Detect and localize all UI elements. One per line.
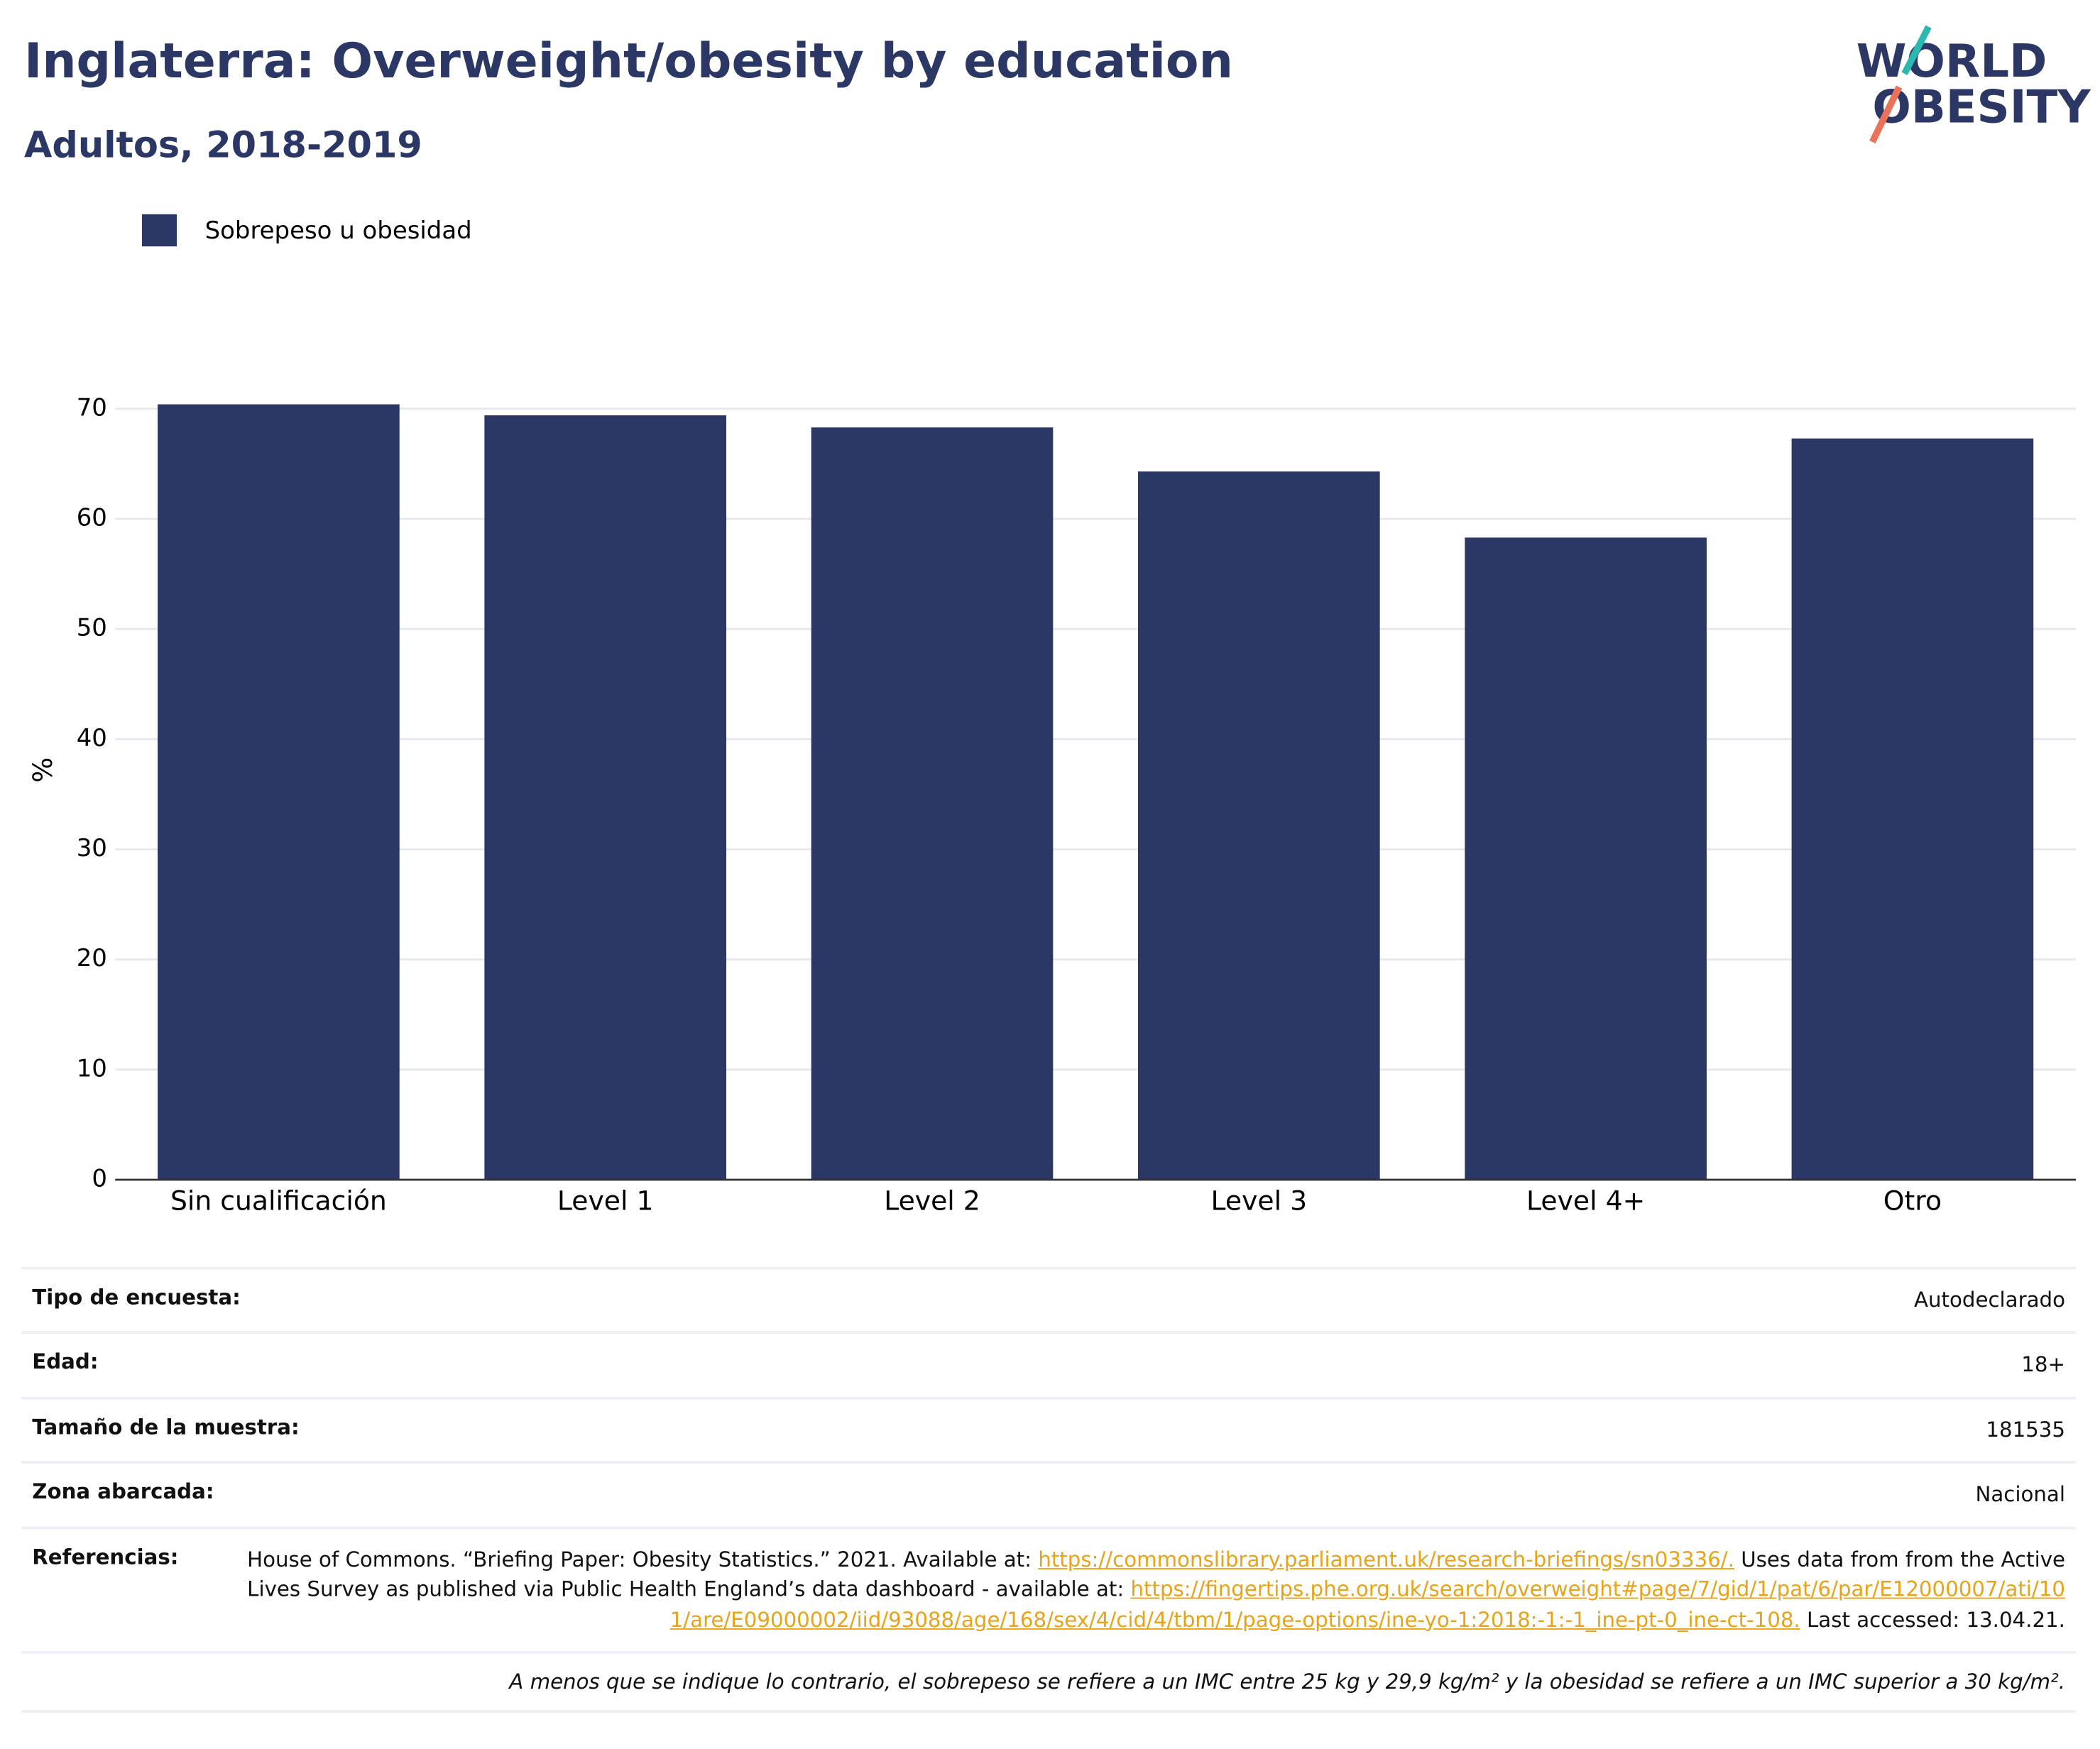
row-key: Zona abarcada:	[32, 1480, 214, 1505]
row-value: 181535	[1986, 1418, 2065, 1442]
bar	[1465, 537, 1707, 1180]
footnote: A menos que se indique lo contrario, el …	[21, 1651, 2077, 1714]
row-key: Referencias:	[32, 1545, 179, 1569]
x-tick-label: Level 2	[884, 1185, 980, 1217]
y-tick-label: 40	[77, 724, 107, 752]
legend-swatch	[141, 214, 177, 247]
bar	[811, 427, 1054, 1180]
logo-line1: WORLD	[1856, 35, 2047, 88]
logo-line2: OBESITY	[1872, 80, 2091, 133]
y-tick-label: 50	[77, 614, 107, 642]
table-row: Tipo de encuesta: Autodeclarado	[21, 1266, 2077, 1332]
table-row: Zona abarcada: Nacional	[21, 1461, 2077, 1526]
y-tick-label: 60	[77, 503, 107, 532]
bar	[158, 404, 400, 1180]
y-tick-label: 20	[77, 944, 107, 972]
x-tick-label: Level 4+	[1526, 1185, 1645, 1217]
row-value: 18+	[2021, 1353, 2065, 1378]
y-tick-label: 30	[77, 834, 107, 862]
y-tick-label: 70	[77, 393, 107, 422]
reference-link[interactable]: https://fingertips.phe.org.uk/search/ove…	[669, 1577, 2065, 1633]
y-axis-label: %	[27, 757, 58, 783]
info-table: Tipo de encuesta: Autodeclarado Edad: 18+ Ta…	[21, 1266, 2077, 1714]
legend-label: Sobrepeso u obesidad	[205, 216, 472, 245]
x-tick-label: Sin cualificación	[170, 1185, 387, 1217]
bar	[1137, 471, 1380, 1180]
reference-text: House of Commons. “Briefing Paper: Obesi…	[247, 1547, 1039, 1572]
reference-text: Last accessed: 13.04.21.	[1800, 1608, 2065, 1633]
y-tick-label: 0	[92, 1165, 107, 1193]
row-value: Nacional	[1975, 1483, 2065, 1508]
bar	[1791, 438, 2034, 1180]
reference-text: Uses data from from the Active Lives Sur…	[247, 1547, 2065, 1602]
chart: Inglaterra: Overweight/obesity by educat…	[24, 25, 2091, 1217]
row-key: Edad:	[32, 1350, 99, 1375]
bar	[484, 415, 727, 1180]
chart-title: Inglaterra: Overweight/obesity by educat…	[24, 33, 1233, 89]
x-tick-label: Otro	[1883, 1185, 1942, 1217]
row-value: Autodeclarado	[1914, 1288, 2065, 1312]
reference-link[interactable]: https://commonslibrary.parliament.uk/res…	[1038, 1547, 1734, 1572]
table-row: Edad: 18+	[21, 1332, 2077, 1396]
x-tick-label: Level 3	[1211, 1185, 1308, 1217]
table-row: Referencias: House of Commons. “Briefing …	[21, 1526, 2077, 1651]
chart-subtitle: Adultos, 2018-2019	[24, 125, 422, 167]
x-tick-label: Level 1	[557, 1185, 654, 1217]
row-key: Tamaño de la muestra:	[32, 1415, 300, 1440]
logo-slash-top	[1901, 25, 1932, 75]
references: House of Commons. “Briefing Paper: Obesi…	[232, 1545, 2065, 1635]
table-row: Tamaño de la muestra: 181535	[21, 1396, 2077, 1462]
y-tick-label: 10	[77, 1054, 107, 1082]
row-key: Tipo de encuesta:	[32, 1285, 241, 1310]
logo-slash-bottom	[1869, 85, 1903, 144]
